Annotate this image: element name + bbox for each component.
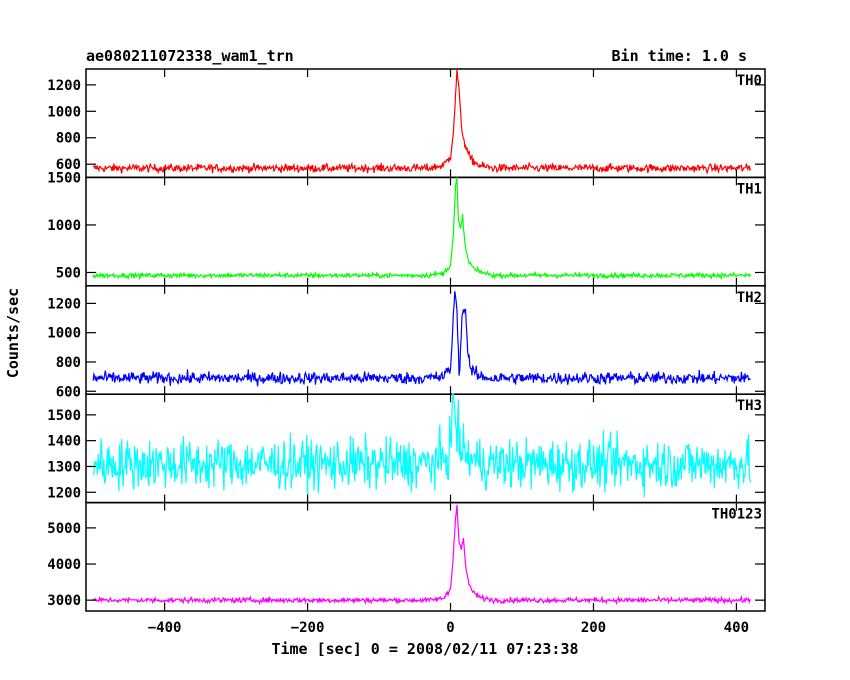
y-tick-label: 1300 bbox=[47, 459, 81, 475]
y-tick-label: 500 bbox=[56, 265, 81, 281]
panel-frame bbox=[85, 68, 766, 179]
x-tick-label: 0 bbox=[446, 620, 454, 636]
y-tick-label: 1500 bbox=[47, 170, 81, 186]
panel-th0: TH0 600 800 1000 1200 bbox=[47, 68, 766, 179]
y-tick-label: 3000 bbox=[47, 593, 81, 609]
y-tick-label: 4000 bbox=[47, 557, 81, 573]
series-label: TH0 bbox=[737, 73, 762, 89]
panel-th0123: TH0123 3000 4000 5000 bbox=[47, 501, 766, 612]
bin-time-label: Bin time: 1.0 s bbox=[612, 47, 747, 65]
panels-group: TH0 600 800 1000 1200 TH1 500 1000 1500 TH2 600 800… bbox=[47, 68, 766, 612]
y-tick-label: 600 bbox=[56, 384, 81, 400]
x-tick-label: −400 bbox=[148, 620, 182, 636]
series-line-th1 bbox=[92, 177, 752, 281]
y-tick-label: 600 bbox=[56, 157, 81, 173]
panel-frame bbox=[85, 501, 766, 612]
y-tick-label: 1200 bbox=[47, 296, 81, 312]
y-tick-label: 800 bbox=[56, 131, 81, 147]
series-line-th0123 bbox=[92, 504, 751, 606]
y-tick-label: 5000 bbox=[47, 521, 81, 537]
series-line-th2 bbox=[92, 291, 751, 387]
series-label: TH1 bbox=[737, 181, 762, 197]
panel-th3: TH3 1200 1300 1400 1500 bbox=[47, 393, 766, 504]
y-tick-label: 1000 bbox=[47, 326, 81, 342]
series-line-th3 bbox=[92, 393, 752, 502]
series-label: TH0123 bbox=[711, 507, 762, 523]
panel-frame bbox=[85, 176, 766, 287]
panel-frame bbox=[85, 393, 766, 504]
x-tick-label: 200 bbox=[581, 620, 606, 636]
series-line-th0 bbox=[92, 68, 752, 175]
y-tick-label: 1000 bbox=[47, 104, 81, 120]
chart-title: ae080211072338_wam1_trn bbox=[86, 47, 294, 65]
y-tick-label: 800 bbox=[56, 355, 81, 371]
y-axis-label: Counts/sec bbox=[4, 288, 22, 378]
series-label: TH2 bbox=[737, 290, 762, 306]
x-tick-label: −200 bbox=[291, 620, 325, 636]
x-tick-label: 400 bbox=[724, 620, 749, 636]
x-axis: −400 −200 0 200 400 bbox=[148, 620, 749, 636]
y-tick-label: 1500 bbox=[47, 408, 81, 424]
panel-th2: TH2 600 800 1000 1200 bbox=[47, 285, 766, 400]
series-label: TH3 bbox=[737, 398, 762, 414]
x-axis-label: Time [sec] 0 = 2008/02/11 07:23:38 bbox=[271, 640, 578, 658]
y-tick-label: 1200 bbox=[47, 485, 81, 501]
y-tick-label: 1200 bbox=[47, 78, 81, 94]
y-tick-label: 1000 bbox=[47, 218, 81, 234]
panel-th1: TH1 500 1000 1500 bbox=[47, 170, 766, 287]
y-tick-label: 1400 bbox=[47, 434, 81, 450]
